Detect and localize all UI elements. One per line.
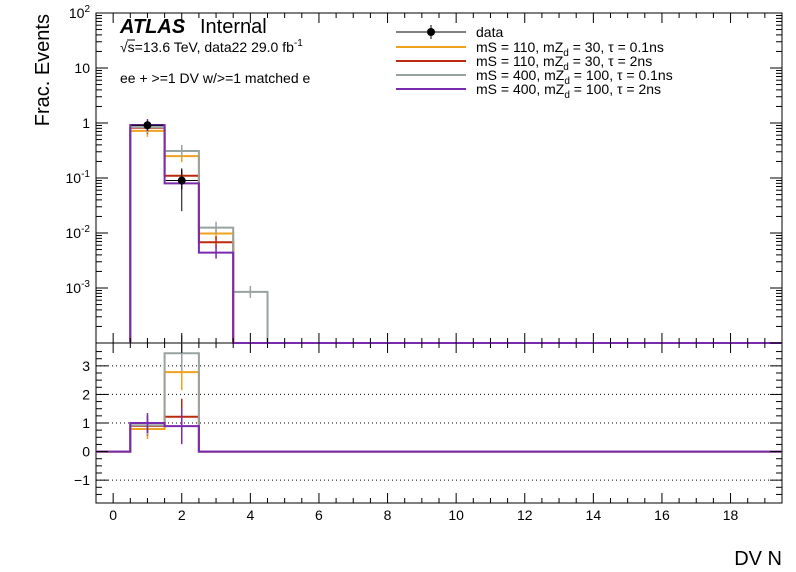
main-data-points xyxy=(131,120,198,212)
tick-exponent: -1 xyxy=(81,169,90,180)
legend-label-subscript: d xyxy=(563,48,569,59)
ratio-y-tick-label: −1 xyxy=(74,472,90,488)
main-histogram-series xyxy=(129,129,782,344)
x-tick-label: 8 xyxy=(384,507,392,523)
tick-base: 10 xyxy=(66,170,82,186)
legend-label-main: mS = 400, mZ xyxy=(476,67,565,83)
energy-lumi-label: √s=13.6 TeV, data22 29.0 fb-1 xyxy=(120,38,303,55)
main-y-tick-label: 1 xyxy=(82,115,90,131)
data-point xyxy=(143,121,152,130)
main-histograms xyxy=(129,118,782,344)
x-tick-label: 12 xyxy=(517,507,533,523)
legend-label-subscript: d xyxy=(563,62,569,73)
tick-exponent: -3 xyxy=(81,279,90,290)
internal-label: Internal xyxy=(200,16,267,38)
tick-base: 10 xyxy=(69,5,85,21)
tick-base: 10 xyxy=(66,280,82,296)
legend-series-label: mS = 400, mZd = 100, τ = 2ns xyxy=(476,81,661,101)
legend-label-suffix: = 30, τ = 0.1ns xyxy=(569,39,664,55)
x-tick-label: 10 xyxy=(448,507,464,523)
x-tick-label: 14 xyxy=(586,507,602,523)
main-histogram-series xyxy=(129,126,782,344)
x-tick-label: 4 xyxy=(246,507,254,523)
main-y-tick-label: 102 xyxy=(69,4,91,21)
legend-label-main: mS = 110, mZ xyxy=(476,39,564,55)
legend-label-subscript: d xyxy=(564,90,570,101)
ratio-histogram-series xyxy=(96,422,782,453)
x-tick-label: 6 xyxy=(315,507,323,523)
energy-lumi-exponent: -1 xyxy=(294,38,303,49)
data-point xyxy=(177,176,186,185)
x-tick-label: 18 xyxy=(723,507,739,523)
y-axis-title: Frac. Events xyxy=(32,14,54,126)
legend-label-suffix: = 100, τ = 2ns xyxy=(570,81,661,97)
x-tick-label: 0 xyxy=(109,507,117,523)
ratio-y-tick-label: 1 xyxy=(82,415,90,431)
legend-data-label: data xyxy=(476,24,503,40)
legend-series-label: mS = 110, mZd = 30, τ = 0.1ns xyxy=(476,39,664,59)
energy-lumi-text: √s=13.6 TeV, data22 29.0 fb xyxy=(120,39,294,55)
tick-base: 10 xyxy=(66,225,82,241)
legend-series-label: mS = 110, mZd = 30, τ = 2ns xyxy=(476,53,652,73)
ratio-y-tick-label: 3 xyxy=(82,358,90,374)
legend-label-main: mS = 110, mZ xyxy=(476,53,564,69)
ratio-histograms xyxy=(96,335,782,453)
legend-data-marker xyxy=(427,28,435,36)
legend-series-label: mS = 400, mZd = 100, τ = 0.1ns xyxy=(476,67,673,87)
x-tick-label: 16 xyxy=(654,507,670,523)
tick-exponent: -2 xyxy=(81,224,90,235)
main-y-tick-label: 10-3 xyxy=(66,279,91,296)
main-y-tick-label: 10-1 xyxy=(66,169,91,186)
main-y-tick-label: 10 xyxy=(74,60,90,76)
tick-exponent: 2 xyxy=(84,4,90,15)
main-histogram-series xyxy=(129,126,782,344)
atlas-label: ATLAS xyxy=(119,16,186,38)
ratio-y-tick-label: 2 xyxy=(82,386,90,402)
main-y-tick-label: 10-2 xyxy=(66,224,91,241)
x-tick-label: 2 xyxy=(178,507,186,523)
selection-label: ee + >=1 DV w/>=1 matched e xyxy=(120,70,311,86)
ratio-y-tick-label: 0 xyxy=(82,444,90,460)
legend-label-suffix: = 30, τ = 2ns xyxy=(569,53,652,69)
legend-label-subscript: d xyxy=(564,76,570,87)
legend-label-suffix: = 100, τ = 0.1ns xyxy=(570,67,673,83)
legend-label-main: mS = 400, mZ xyxy=(476,81,565,97)
x-axis-title: DV N xyxy=(734,548,782,570)
